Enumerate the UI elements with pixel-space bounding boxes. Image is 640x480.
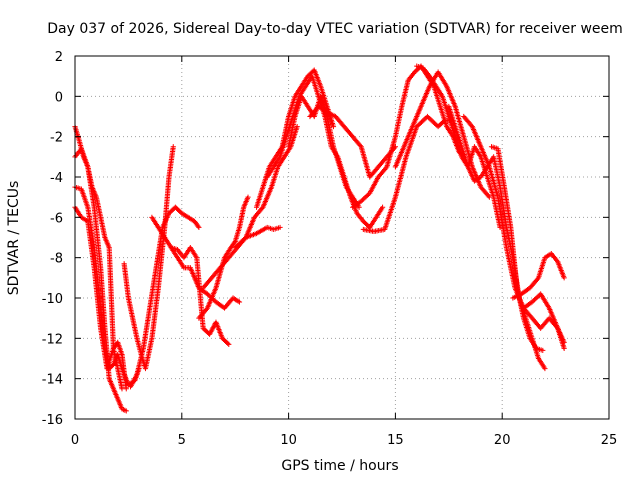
- data-point: [330, 123, 337, 130]
- y-tick-label: 2: [55, 50, 63, 65]
- data-point: [234, 242, 241, 248]
- series-sat-f: [127, 204, 202, 390]
- data-points: [72, 63, 567, 414]
- data-point: [424, 113, 431, 120]
- data-point: [240, 237, 247, 243]
- y-tick-labels: 2 0 -2 -4 -6 -8 -10 -12 -14 -16: [42, 50, 63, 428]
- series-sat-a: [72, 123, 125, 392]
- data-point: [418, 119, 425, 125]
- series-sat-o: [307, 103, 398, 180]
- data-point: [239, 238, 245, 244]
- plot-frame: [74, 55, 610, 420]
- data-point: [531, 297, 538, 303]
- data-point: [415, 122, 421, 129]
- x-tick-label: 0: [71, 433, 79, 448]
- data-point: [420, 118, 426, 124]
- data-point: [426, 115, 432, 121]
- data-point: [440, 118, 447, 125]
- data-point: [416, 121, 422, 127]
- data-point: [231, 240, 237, 246]
- data-point: [427, 116, 433, 122]
- y-axis-label: SDTVAR / TECUs: [6, 181, 22, 296]
- data-point: [422, 116, 428, 122]
- y-tick-label: -12: [42, 332, 63, 347]
- series-sat-q: [360, 113, 454, 235]
- data-point: [236, 241, 242, 247]
- data-point: [365, 191, 372, 197]
- data-point: [561, 275, 567, 281]
- data-point: [533, 295, 539, 302]
- data-point: [123, 408, 129, 414]
- data-point: [359, 197, 366, 203]
- series-sat-t: [446, 103, 548, 372]
- series-sat-c: [72, 184, 142, 388]
- series-sat-s: [414, 63, 503, 231]
- data-point: [277, 224, 283, 231]
- data-point: [294, 123, 300, 130]
- series-sat-d: [72, 204, 129, 392]
- x-tick-labels: 0 5 10 15 20 25: [71, 433, 617, 448]
- x-tick-label: 10: [280, 433, 297, 448]
- data-point: [123, 386, 129, 392]
- data-point: [530, 298, 536, 304]
- data-point: [364, 192, 370, 199]
- data-point: [233, 243, 239, 250]
- y-tick-label: -14: [42, 373, 63, 388]
- data-point: [204, 291, 211, 297]
- x-tick-label: 5: [178, 433, 186, 448]
- series-sat-p: [350, 63, 463, 210]
- data-point: [529, 299, 535, 305]
- y-tick-label: -16: [42, 413, 63, 428]
- data-point: [363, 193, 369, 200]
- y-tick-label: -4: [50, 171, 63, 186]
- data-point: [428, 117, 434, 123]
- y-tick-label: -10: [42, 292, 63, 307]
- data-point: [433, 121, 439, 127]
- data-point: [232, 244, 238, 251]
- y-tick-label: 0: [55, 90, 63, 105]
- data-point: [561, 339, 567, 345]
- chart-title: Day 037 of 2026, Sidereal Day-to-day VTE…: [47, 21, 623, 37]
- series-sat-k: [232, 224, 283, 251]
- series-sat-g: [149, 214, 232, 347]
- series-sat-i: [196, 194, 251, 321]
- y-tick-label: -8: [50, 252, 63, 267]
- x-axis-label: GPS time / hours: [281, 458, 398, 474]
- data-point: [245, 194, 251, 200]
- data-point: [535, 293, 541, 299]
- data-point: [430, 119, 436, 125]
- data-point: [195, 223, 201, 229]
- data-point: [226, 341, 232, 347]
- series-sat-w: [510, 251, 567, 301]
- data-point: [170, 144, 176, 150]
- data-point: [237, 240, 243, 246]
- data-point: [431, 120, 438, 126]
- data-point: [417, 120, 423, 126]
- data-point: [238, 239, 244, 245]
- data-point: [242, 236, 248, 242]
- series-sat-x: [520, 291, 567, 345]
- data-point: [362, 195, 368, 201]
- ticks: [74, 55, 610, 420]
- y-tick-label: -2: [50, 131, 63, 146]
- data-point: [421, 117, 427, 123]
- data-point: [379, 204, 386, 210]
- data-point: [429, 118, 435, 124]
- data-point: [561, 345, 567, 352]
- x-tick-label: 20: [494, 433, 511, 448]
- data-point: [358, 198, 364, 204]
- y-tick-label: -6: [50, 211, 63, 226]
- x-tick-label: 15: [387, 433, 404, 448]
- data-point: [361, 196, 367, 202]
- x-tick-label: 25: [601, 433, 618, 448]
- data-point: [225, 340, 231, 346]
- data-point: [323, 109, 329, 115]
- data-point: [236, 299, 243, 305]
- data-point: [540, 347, 546, 354]
- data-point: [534, 294, 540, 301]
- grid: [75, 56, 609, 419]
- data-point: [196, 224, 202, 231]
- data-point: [542, 365, 548, 372]
